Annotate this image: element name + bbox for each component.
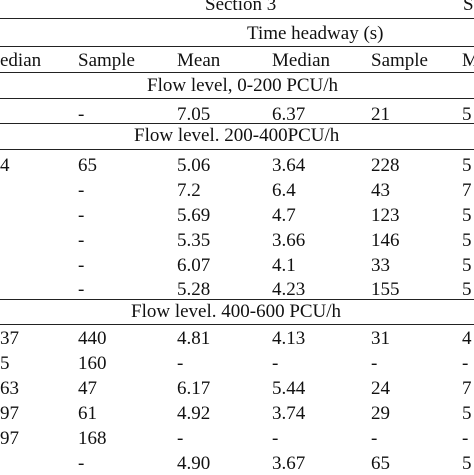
table-cell: 5.69 <box>177 205 211 226</box>
table-cell: - <box>78 279 85 300</box>
table-cell: 7 <box>462 180 472 201</box>
table-cell: 5 <box>462 279 472 300</box>
table-cell: 5.28 <box>177 279 211 300</box>
table-cell: 5.06 <box>177 155 211 176</box>
table-cell: 3.66 <box>272 230 306 251</box>
time-headway-label: Time headway (s) <box>247 23 384 44</box>
table-cell: 5 <box>462 453 472 474</box>
table-cell: 29 <box>371 403 390 424</box>
table-cell: 440 <box>78 328 107 349</box>
table-cell: 4 <box>0 155 10 176</box>
table-cell: - <box>462 428 469 449</box>
table-cell: 5 <box>462 403 472 424</box>
table-cell: - <box>371 428 378 449</box>
table-cell: - <box>78 255 85 276</box>
rule-section <box>0 18 474 19</box>
table-cell: 5.44 <box>272 378 306 399</box>
rule-group <box>0 98 474 99</box>
table-cell: 37 <box>0 328 19 349</box>
table-cell: 6.17 <box>177 378 211 399</box>
table-cell: 4.1 <box>272 255 296 276</box>
table-cell: 3.67 <box>272 453 306 474</box>
table-cell: 65 <box>78 155 97 176</box>
table-cell: 65 <box>371 453 390 474</box>
table-cell: 4 <box>462 328 472 349</box>
table-cell: 97 <box>0 403 19 424</box>
table-cell: - <box>78 180 85 201</box>
table-cell: - <box>177 428 184 449</box>
table-cell: 5 <box>462 255 472 276</box>
rule-group <box>0 149 474 150</box>
group-title: Flow level, 0-200 PCU/h <box>147 75 339 96</box>
table-cell: 43 <box>371 180 390 201</box>
group-title: Flow level. 200-400PCU/h <box>134 125 340 146</box>
table-cell: 6.37 <box>272 104 306 125</box>
table-cell: - <box>177 353 184 374</box>
table-cell: 160 <box>78 353 107 374</box>
table-cell: 4.23 <box>272 279 306 300</box>
table-cell: - <box>462 353 469 374</box>
table-cell: 5 <box>0 353 10 374</box>
table-cell: 24 <box>371 378 390 399</box>
table-cell: 7.2 <box>177 180 201 201</box>
table-cell: 4.90 <box>177 453 211 474</box>
table-cell: 4.7 <box>272 205 296 226</box>
table-cell: 6.07 <box>177 255 211 276</box>
section-title: Section 3 <box>205 0 277 15</box>
table-cell: 7 <box>462 378 472 399</box>
table-cell: - <box>78 104 85 125</box>
table-cell: 146 <box>371 230 400 251</box>
table-cell: 168 <box>78 428 107 449</box>
table-cell: 47 <box>78 378 97 399</box>
group-title: Flow level. 400-600 PCU/h <box>131 301 342 322</box>
table-cell: 5 <box>462 205 472 226</box>
table-cell: - <box>272 428 279 449</box>
column-header-median: Median <box>272 50 331 71</box>
column-header-median-partial: edian <box>0 50 42 71</box>
column-header-sample-2: Sample <box>371 50 428 71</box>
table-cell: 6.4 <box>272 180 296 201</box>
table-cell: 5 <box>462 104 472 125</box>
table-cell: 4.13 <box>272 328 306 349</box>
table-cell: - <box>78 453 85 474</box>
table-cell: 5 <box>462 230 472 251</box>
section-title-next-partial: S <box>463 0 474 15</box>
table-cell: 31 <box>371 328 390 349</box>
column-header-sample: Sample <box>78 50 135 71</box>
table-cell: 3.64 <box>272 155 306 176</box>
table-cell: 123 <box>371 205 400 226</box>
table-cell: 4.92 <box>177 403 211 424</box>
table-cell: 5.35 <box>177 230 211 251</box>
rule-group <box>0 123 474 124</box>
table-cell: 5 <box>462 155 472 176</box>
table-cell: - <box>78 205 85 226</box>
rule-column-header <box>0 72 474 73</box>
table-cell: 4.81 <box>177 328 211 349</box>
table-cell: 3.74 <box>272 403 306 424</box>
rule-group <box>0 299 474 300</box>
rule-time-headway <box>0 46 474 47</box>
table-cell: 97 <box>0 428 19 449</box>
table-cell: 155 <box>371 279 400 300</box>
table-cell: 21 <box>371 104 390 125</box>
rule-group <box>0 324 474 325</box>
table-cell: - <box>371 353 378 374</box>
table-cell: 33 <box>371 255 390 276</box>
column-header-mean: Mean <box>177 50 221 71</box>
table-cell: - <box>78 230 85 251</box>
table-cell: 228 <box>371 155 400 176</box>
table-cell: 7.05 <box>177 104 211 125</box>
column-header-m-partial: M <box>462 50 474 71</box>
table-cell: 63 <box>0 378 19 399</box>
table-cell: 61 <box>78 403 97 424</box>
table-cell: - <box>272 353 279 374</box>
